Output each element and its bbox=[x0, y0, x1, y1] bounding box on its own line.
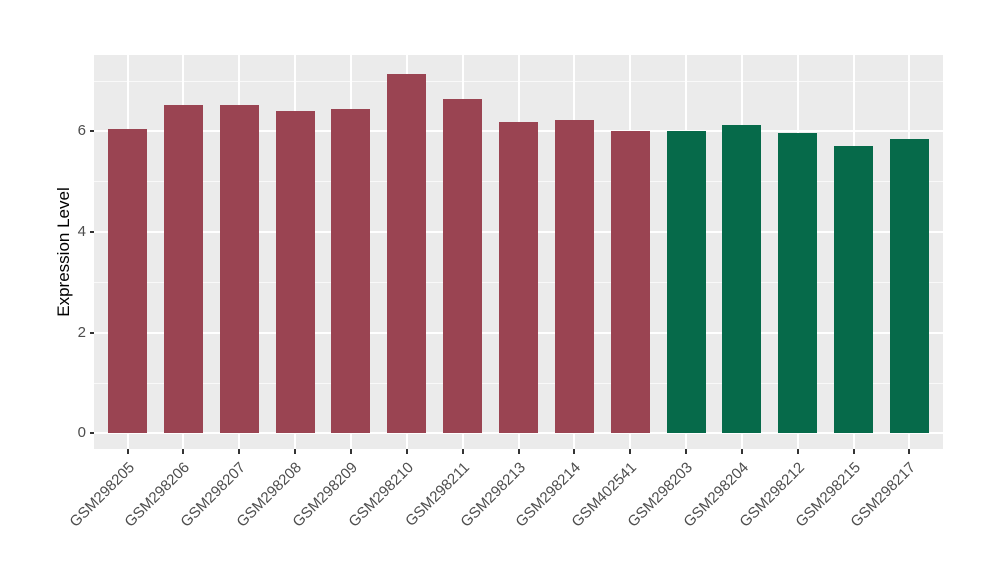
x-tick-label: GSM298207 bbox=[177, 459, 250, 531]
y-tick-label: 6 bbox=[77, 122, 86, 140]
bar bbox=[443, 98, 483, 434]
x-axis-tick bbox=[349, 449, 352, 454]
x-axis-tick bbox=[908, 449, 911, 454]
x-tick-label: GSM298214 bbox=[512, 459, 585, 531]
x-axis-tick bbox=[461, 449, 464, 454]
x-tick-label: GSM298210 bbox=[345, 459, 417, 531]
y-axis-title: Expression Level bbox=[54, 187, 73, 317]
x-tick-label: GSM298212 bbox=[736, 459, 808, 531]
x-tick-label: GSM298211 bbox=[401, 459, 473, 530]
x-axis-tick bbox=[238, 449, 241, 454]
y-axis-tick bbox=[90, 231, 94, 234]
bar bbox=[554, 120, 594, 434]
bar bbox=[331, 108, 371, 434]
bar bbox=[834, 146, 874, 434]
y-axis-tick bbox=[90, 432, 94, 435]
x-tick-label: GSM298204 bbox=[680, 459, 752, 531]
bar bbox=[499, 122, 538, 434]
bar bbox=[666, 131, 706, 434]
y-axis-tick bbox=[90, 331, 94, 334]
bar bbox=[219, 105, 259, 434]
x-tick-label: GSM298217 bbox=[847, 459, 920, 531]
x-axis-tick bbox=[629, 449, 632, 454]
x-axis-tick bbox=[796, 449, 799, 454]
bar bbox=[778, 132, 818, 434]
x-tick-label: GSM298203 bbox=[624, 459, 697, 531]
x-axis-tick bbox=[685, 449, 688, 454]
y-tick-label: 2 bbox=[77, 323, 86, 341]
x-tick-label: GSM298209 bbox=[289, 459, 361, 531]
x-axis-tick bbox=[126, 449, 129, 454]
bar bbox=[722, 124, 762, 434]
x-tick-label: GSM298213 bbox=[456, 459, 529, 531]
bar bbox=[275, 111, 315, 434]
x-axis-tick bbox=[852, 449, 855, 454]
bar bbox=[163, 105, 203, 434]
y-tick-label: 0 bbox=[77, 424, 86, 442]
y-axis-tick bbox=[90, 130, 94, 133]
bar bbox=[108, 129, 147, 434]
x-axis-tick bbox=[517, 449, 520, 454]
x-tick-label: GSM298205 bbox=[65, 459, 138, 531]
bar bbox=[889, 138, 929, 434]
x-axis-tick bbox=[740, 449, 743, 454]
x-axis-tick bbox=[294, 449, 297, 454]
x-tick-label: GSM402541 bbox=[568, 459, 641, 531]
bar bbox=[387, 73, 427, 434]
x-tick-label: GSM298208 bbox=[233, 459, 306, 531]
x-tick-label: GSM298215 bbox=[792, 459, 864, 531]
y-tick-label: 4 bbox=[77, 223, 86, 241]
x-axis-tick bbox=[573, 449, 576, 454]
plot-panel bbox=[94, 55, 943, 449]
x-tick-label: GSM298206 bbox=[121, 459, 194, 531]
bar bbox=[610, 130, 650, 434]
x-axis-tick bbox=[405, 449, 408, 454]
x-axis-tick bbox=[182, 449, 185, 454]
